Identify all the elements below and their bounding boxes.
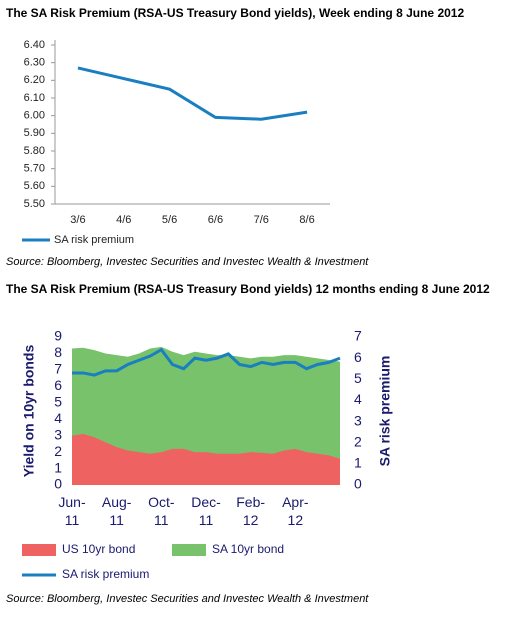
y-tick-label: 0	[54, 476, 62, 492]
y-tick-label: 5.90	[24, 127, 45, 139]
x-tick-label: 4/6	[116, 214, 131, 226]
area	[72, 434, 340, 485]
y2-tick-label: 2	[354, 433, 362, 449]
x-tick-label: Aug-11	[101, 494, 132, 528]
y-tick-label: 6.40	[24, 39, 45, 51]
x-tick-label: 8/6	[299, 214, 314, 226]
chart-title: The SA Risk Premium (RSA-US Treasury Bon…	[6, 282, 490, 296]
line	[77, 66, 308, 121]
y-tick-label: 3	[54, 426, 62, 442]
x-tick-label: 5/6	[162, 214, 177, 226]
y-tick-label: 6.30	[24, 57, 45, 69]
source: Source: Bloomberg, Investec Securities a…	[6, 593, 369, 605]
y-tick-label: 5.50	[24, 198, 45, 210]
legend-label: SA risk premium	[54, 234, 134, 246]
y2-tick-label: 0	[354, 476, 362, 492]
legend-swatch	[172, 544, 206, 556]
y2-tick-label: 7	[354, 328, 362, 344]
y-tick-label: 6.10	[24, 92, 45, 104]
area	[72, 346, 340, 485]
legend-label: SA 10yr bond	[212, 542, 284, 556]
y-tick-label: 2	[54, 443, 62, 459]
x-tick-label: Jun-11	[58, 494, 86, 528]
y-tick-label: 5.80	[24, 145, 45, 157]
y-tick-label: 5.60	[24, 180, 45, 192]
y-axis-label: Yield on 10yr bonds	[21, 345, 37, 478]
line	[72, 347, 341, 377]
x-tick-label: 6/6	[208, 214, 223, 226]
y2-tick-label: 4	[354, 391, 362, 407]
y-tick-label: 9	[54, 328, 62, 344]
y-tick-label: 6.00	[24, 110, 45, 122]
y-tick-label: 5.70	[24, 163, 45, 175]
y-tick-label: 5	[54, 393, 62, 409]
legend-swatch	[22, 544, 56, 556]
y-tick-label: 6	[54, 377, 62, 393]
y-tick-label: 8	[54, 344, 62, 360]
x-tick-label: 3/6	[70, 214, 85, 226]
y2-tick-label: 6	[354, 349, 362, 365]
y2-tick-label: 3	[354, 412, 362, 428]
y2-axis-label: SA risk premium	[377, 356, 393, 467]
source: Source: Bloomberg, Investec Securities a…	[6, 256, 369, 268]
y-tick-label: 7	[54, 361, 62, 377]
x-tick-label: Feb-12	[236, 494, 266, 528]
y2-tick-label: 1	[354, 455, 362, 471]
x-tick-label: 7/6	[254, 214, 269, 226]
y-tick-label: 6.20	[24, 74, 45, 86]
x-tick-label: Apr-12	[282, 494, 309, 528]
y-tick-label: 1	[54, 459, 62, 475]
legend-label: US 10yr bond	[62, 542, 135, 556]
y2-tick-label: 5	[354, 370, 362, 386]
chart-title: The SA Risk Premium (RSA-US Treasury Bon…	[6, 6, 464, 20]
x-tick-label: Oct-11	[148, 494, 175, 528]
legend-label: SA risk premium	[62, 567, 149, 581]
y-tick-label: 4	[54, 410, 62, 426]
x-tick-label: Dec-11	[191, 494, 221, 528]
